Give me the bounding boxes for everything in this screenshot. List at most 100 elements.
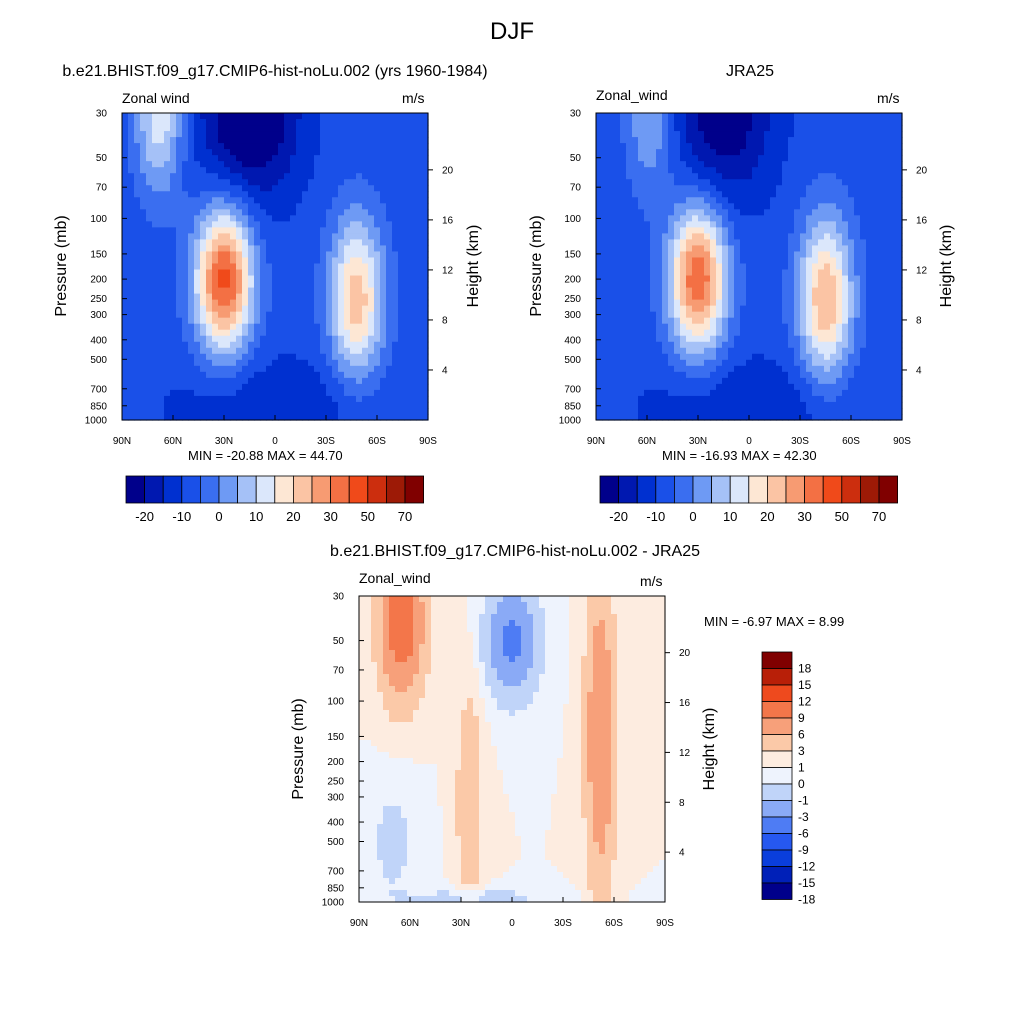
- contour-cell: [242, 257, 249, 265]
- contour-cell: [824, 263, 831, 271]
- contour-cell: [338, 119, 345, 126]
- contour-cell: [824, 191, 831, 198]
- contour-cell: [860, 191, 867, 198]
- contour-cell: [662, 161, 669, 168]
- contour-cell: [806, 221, 813, 228]
- contour-cell: [764, 239, 771, 247]
- contour-cell: [410, 119, 417, 126]
- contour-cell: [422, 185, 429, 192]
- contour-cell: [728, 143, 735, 150]
- contour-cell: [302, 341, 309, 349]
- contour-cell: [422, 251, 429, 259]
- contour-cell: [170, 299, 177, 307]
- contour-cell: [818, 383, 825, 391]
- contour-cell: [860, 383, 867, 391]
- contour-cell: [608, 215, 615, 222]
- contour-cell: [212, 365, 219, 373]
- contour-cell: [728, 407, 735, 415]
- contour-cell: [338, 233, 345, 241]
- contour-cell: [272, 299, 279, 307]
- contour-cell: [314, 275, 321, 283]
- contour-cell: [134, 323, 141, 331]
- contour-cell: [230, 347, 237, 355]
- contour-cell: [266, 359, 273, 367]
- contour-cell: [740, 281, 747, 289]
- contour-cell: [686, 191, 693, 198]
- contour-cell: [614, 371, 621, 379]
- contour-cell: [842, 179, 849, 186]
- contour-cell: [314, 239, 321, 247]
- contour-cell: [368, 299, 375, 307]
- contour-cell: [188, 317, 195, 325]
- contour-cell: [680, 203, 687, 210]
- contour-cell: [644, 323, 651, 331]
- contour-cell: [818, 359, 825, 367]
- contour-cell: [860, 329, 867, 337]
- contour-cell: [806, 407, 813, 415]
- contour-cell: [320, 233, 327, 241]
- contour-cell: [764, 317, 771, 325]
- contour-cell: [302, 269, 309, 277]
- contour-cell: [668, 293, 675, 301]
- contour-cell: [344, 287, 351, 295]
- contour-cell: [620, 215, 627, 222]
- contour-cell: [620, 275, 627, 283]
- contour-cell: [794, 293, 801, 301]
- contour-cell: [614, 191, 621, 198]
- contour-cell: [644, 185, 651, 192]
- contour-cell: [242, 125, 249, 132]
- contour-cell: [386, 389, 393, 397]
- contour-cell: [866, 263, 873, 271]
- contour-cell: [146, 341, 153, 349]
- contour-cell: [800, 209, 807, 216]
- contour-cell: [656, 257, 663, 265]
- contour-cell: [182, 221, 189, 228]
- contour-cell: [788, 329, 795, 337]
- contour-cell: [806, 197, 813, 204]
- contour-cell: [758, 149, 765, 156]
- contour-cell: [668, 149, 675, 156]
- contour-cell: [158, 293, 165, 301]
- contour-cell: [740, 167, 747, 174]
- contour-cell: [308, 179, 315, 186]
- contour-cell: [188, 167, 195, 174]
- contour-cell: [620, 371, 627, 379]
- contour-cell: [698, 347, 705, 355]
- contour-cell: [704, 167, 711, 174]
- contour-cell: [620, 401, 627, 409]
- contour-cell: [272, 335, 279, 343]
- contour-cell: [746, 143, 753, 150]
- contour-cell: [740, 377, 747, 385]
- contour-cell: [674, 281, 681, 289]
- contour-cell: [290, 341, 297, 349]
- contour-cell: [146, 137, 153, 144]
- contour-cell: [764, 161, 771, 168]
- contour-cell: [692, 173, 699, 180]
- contour-cell: [158, 305, 165, 313]
- contour-cell: [146, 365, 153, 373]
- contour-cell: [266, 335, 273, 343]
- contour-cell: [344, 125, 351, 132]
- contour-cell: [650, 113, 657, 120]
- contour-cell: [602, 125, 609, 132]
- contour-cell: [416, 113, 423, 120]
- contour-cell: [278, 155, 285, 162]
- contour-cell: [740, 125, 747, 132]
- contour-cell: [326, 401, 333, 409]
- contour-cell: [698, 311, 705, 319]
- contour-cell: [272, 263, 279, 271]
- contour-cell: [368, 389, 375, 397]
- contour-cell: [398, 311, 405, 319]
- contour-cell: [644, 281, 651, 289]
- contour-cell: [686, 287, 693, 295]
- contour-cell: [260, 197, 267, 204]
- contour-cell: [662, 395, 669, 403]
- contour-cell: [134, 383, 141, 391]
- contour-cell: [188, 137, 195, 144]
- contour-cell: [734, 227, 741, 234]
- contour-cell: [416, 119, 423, 126]
- xtick-label: 30S: [317, 436, 335, 447]
- contour-cell: [650, 221, 657, 228]
- contour-cell: [260, 317, 267, 325]
- contour-cell: [332, 275, 339, 283]
